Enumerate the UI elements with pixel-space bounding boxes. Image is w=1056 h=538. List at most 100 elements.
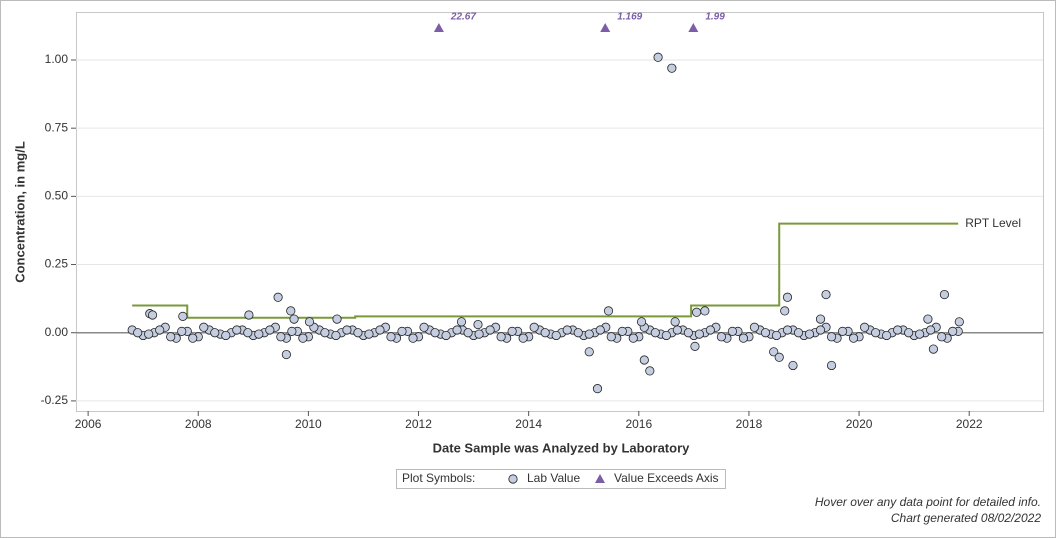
lab-value-point [670, 317, 680, 327]
y-tick-label: 0.50 [45, 189, 69, 203]
lab-value-point [826, 332, 837, 342]
lab-value-point [342, 325, 352, 335]
rpt-line [132, 222, 959, 319]
lab-value-point [210, 328, 220, 338]
exceed-marker [600, 23, 611, 32]
lab-value-point [645, 366, 655, 376]
x-tick-label: 2016 [625, 417, 652, 431]
y-tick-label: 0.75 [45, 120, 69, 134]
lab-value-point [298, 333, 308, 343]
lab-value-point [430, 328, 440, 338]
exceed-label: 1.169 [617, 12, 642, 23]
lab-value-point [144, 329, 154, 339]
lab-value-point [859, 322, 870, 332]
lab-value-point [815, 325, 826, 335]
lab-value-point [254, 329, 264, 339]
lab-value-point [628, 333, 638, 343]
lab-value-point [804, 329, 815, 339]
x-tick-label: 2006 [75, 417, 102, 431]
lab-value-point [199, 322, 209, 332]
lab-value-point [928, 344, 939, 354]
y-axis-label: Concentration, in mg/L [12, 141, 27, 283]
lab-value-point [826, 360, 837, 371]
lab-value-point [661, 330, 671, 341]
lab-value-point [793, 328, 804, 338]
lab-value-point [562, 325, 572, 335]
lab-value-point [188, 333, 198, 343]
lab-value-point [774, 352, 784, 362]
lab-value-point [882, 330, 892, 341]
lab-value-point [232, 325, 242, 335]
lab-value-point [529, 322, 539, 332]
y-tick-label: -0.25 [41, 393, 69, 407]
exceed-label: 22.67 [450, 12, 476, 23]
lab-value-point [937, 332, 947, 342]
lab-value-point [273, 292, 283, 302]
lab-value-point [760, 328, 771, 338]
lab-value-point [639, 355, 649, 365]
lab-value-point [592, 384, 603, 394]
lab-value-point [441, 330, 451, 341]
lab-value-point [133, 328, 143, 338]
lab-value-point [166, 332, 176, 342]
lab-value-point [452, 325, 462, 335]
exceed-label: 1.99 [705, 12, 725, 23]
lab-value-point [463, 328, 473, 338]
lab-value-point [485, 325, 495, 335]
lab-value-point [780, 306, 790, 316]
lab-value-point [926, 325, 936, 335]
y-tick-label: 1.00 [45, 52, 69, 66]
lab-value-point [286, 306, 296, 316]
footnote: Hover over any data point for detailed i… [815, 495, 1041, 509]
lab-value-point [954, 317, 964, 327]
lab-value-point [178, 311, 188, 321]
lab-value-point [281, 349, 291, 360]
x-tick-label: 2020 [846, 417, 873, 431]
y-tick-label: 0.25 [45, 257, 69, 271]
lab-value-point [923, 314, 933, 324]
lab-value-point [716, 332, 727, 342]
x-tick-label: 2010 [295, 417, 322, 431]
lab-value-point [408, 333, 418, 343]
lab-value-point [705, 325, 715, 335]
lab-value-point [603, 306, 614, 316]
lab-value-point [848, 333, 859, 343]
lab-value-point [769, 347, 779, 357]
lab-value-point [265, 325, 275, 335]
lab-value-point [518, 333, 528, 343]
lab-value-point [375, 325, 385, 335]
x-tick-label: 2012 [405, 417, 432, 431]
lab-value-point [749, 322, 760, 332]
lab-value-point [904, 328, 914, 338]
lab-value-point [700, 306, 710, 316]
x-tick-label: 2008 [185, 417, 212, 431]
lab-value-point [821, 289, 831, 300]
rpt-label: RPT Level [965, 216, 1021, 230]
lab-value-point [244, 310, 254, 320]
lab-value-point [694, 329, 704, 339]
lab-value-point [667, 63, 677, 73]
lab-value-point [353, 328, 363, 338]
lab-value-point [815, 314, 826, 324]
lab-value-point [939, 289, 950, 300]
lab-value-point [473, 319, 483, 330]
lab-value-point [948, 326, 958, 336]
lab-value-point [653, 52, 663, 62]
lab-value-point [397, 326, 407, 336]
lab-value-point [331, 330, 341, 341]
lab-value-point [782, 325, 793, 335]
legend-swatch [508, 474, 518, 484]
lab-value-point [672, 325, 682, 335]
x-axis-label: Date Sample was Analyzed by Laboratory [433, 440, 690, 455]
lab-value-point [650, 328, 660, 338]
lab-value-point [289, 314, 299, 324]
lab-value-point [474, 329, 484, 339]
lab-value-point [870, 328, 881, 338]
lab-value-point [243, 328, 253, 338]
lab-value-point [221, 330, 231, 341]
lab-value-point [692, 307, 702, 317]
lab-value-point [788, 360, 798, 371]
lab-value-point [364, 329, 374, 339]
legend-label: Value Exceeds Axis [614, 471, 719, 485]
